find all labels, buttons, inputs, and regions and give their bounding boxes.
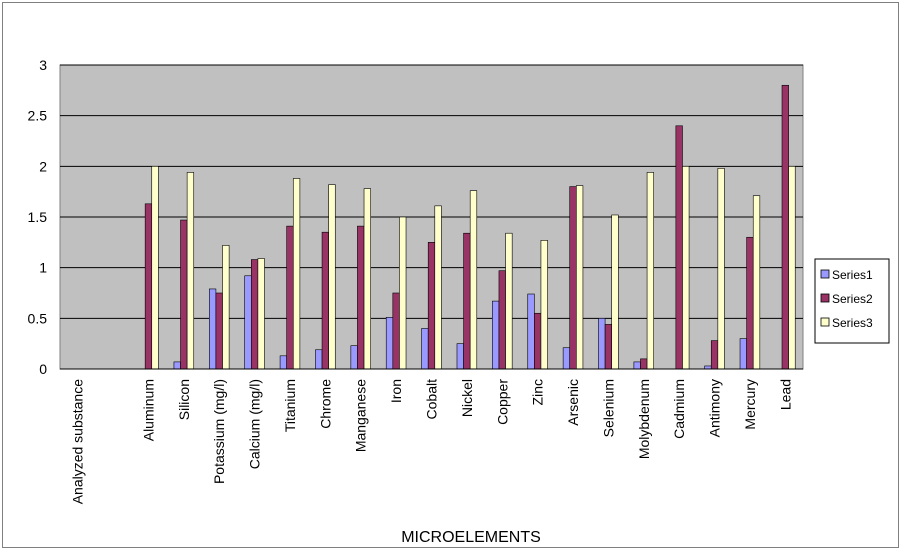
- bar-series2-iron: [392, 292, 400, 370]
- bar-series1-potassium-mg-l: [209, 288, 217, 370]
- x-tick-label: Arsenic: [565, 379, 581, 426]
- bar-series1-iron: [385, 317, 394, 370]
- bar-series3-mercury: [752, 195, 761, 370]
- x-tick-label: Iron: [388, 379, 404, 403]
- x-tick-label: Calcium (mg/l): [247, 379, 263, 469]
- y-tick-label: 0: [39, 361, 47, 377]
- bar-series3-iron: [399, 216, 407, 370]
- x-tick-label: Titanium: [282, 379, 298, 432]
- bar-series1-zinc: [527, 293, 535, 370]
- x-tick-label: Molybdenum: [636, 379, 652, 459]
- y-tick-label: 2: [39, 158, 47, 174]
- bar-series3-chrome: [328, 184, 336, 370]
- bar-series3-copper: [505, 232, 513, 370]
- bar-series3-lead: [788, 166, 796, 370]
- x-tick-label: Silicon: [176, 379, 192, 420]
- y-tick-label: 3: [39, 57, 47, 73]
- legend-label-series1: Series1: [832, 268, 873, 282]
- bar-series3-manganese: [363, 188, 371, 370]
- x-tick-label: Potassium (mg/l): [211, 379, 227, 484]
- bar-series2-silicon: [180, 219, 188, 370]
- bar-series3-antimony: [717, 168, 725, 370]
- bar-series3-nickel: [469, 190, 478, 370]
- y-tick-label: 2.5: [28, 108, 48, 124]
- bar-series2-copper: [498, 270, 506, 370]
- bar-series1-calcium-mg-l: [244, 275, 252, 370]
- bar-series3-aluminum: [151, 166, 159, 370]
- y-tick-label: 1.5: [28, 209, 48, 225]
- bar-series2-manganese: [357, 225, 365, 370]
- y-tick-labels: 0 0.5 1 1.5 2 2.5 3: [28, 57, 48, 377]
- bar-series2-arsenic: [569, 186, 577, 370]
- bar-series1-titanium: [279, 355, 287, 370]
- bar-series3-molybdenum: [646, 172, 654, 370]
- x-tick-label: Aluminum: [140, 379, 156, 441]
- bar-series2-nickel: [463, 232, 471, 370]
- bar-series1-nickel: [456, 343, 464, 370]
- legend-label-series2: Series2: [832, 292, 873, 306]
- bar-series1-silicon: [173, 361, 181, 370]
- x-tick-label: Lead: [777, 379, 793, 410]
- x-tick-label: Mercury: [742, 379, 758, 430]
- legend-swatch-series3: [820, 317, 830, 327]
- bar-series3-arsenic: [576, 185, 584, 370]
- bar-series2-zinc: [534, 312, 542, 370]
- bar-series2-cobalt: [427, 242, 436, 370]
- bar-series2-selenium: [604, 324, 613, 370]
- bar-series1-manganese: [350, 345, 358, 370]
- bar-series3-cobalt: [434, 205, 442, 370]
- x-tick-label: Copper: [494, 379, 510, 425]
- x-tick-label: Cobalt: [424, 379, 440, 420]
- bar-series2-antimony: [710, 340, 719, 370]
- bar-series2-calcium-mg-l: [250, 259, 259, 370]
- bar-series2-cadmium: [675, 125, 683, 370]
- x-tick-label: Cadmium: [671, 379, 687, 439]
- bar-series2-titanium: [286, 225, 294, 370]
- x-tick-label: Zinc: [530, 379, 546, 405]
- x-tick-labels: Analyzed substance Aluminum Silicon Potassi…: [70, 379, 794, 505]
- bar-series2-potassium-mg-l: [215, 292, 223, 370]
- bar-series2-chrome: [321, 231, 329, 370]
- bar-series1-arsenic: [562, 347, 571, 370]
- y-tick-label: 1: [39, 260, 47, 276]
- bar-series1-chrome: [315, 349, 323, 370]
- x-tick-label: Manganese: [353, 379, 369, 452]
- x-axis-title: MICROELEMENTS: [401, 529, 541, 546]
- legend: Series1 Series2 Series3: [814, 258, 890, 344]
- bar-series1-cobalt: [421, 328, 429, 370]
- bar-series2-aluminum: [144, 203, 153, 370]
- legend-label-series3: Series3: [832, 316, 873, 330]
- x-tick-label: Nickel: [459, 379, 475, 417]
- bar-series1-copper: [492, 300, 500, 370]
- bar-series2-lead: [781, 84, 789, 370]
- x-tick-label: Selenium: [600, 379, 616, 437]
- bar-series3-cadmium: [682, 166, 690, 370]
- bar-series1-mercury: [739, 338, 747, 370]
- x-tick-label: Chrome: [317, 379, 333, 429]
- bar-series2-molybdenum: [640, 358, 648, 370]
- legend-swatch-series1: [820, 269, 830, 279]
- bar-series3-potassium-mg-l: [222, 245, 230, 370]
- bar-series2-mercury: [746, 236, 754, 370]
- bar-series3-calcium-mg-l: [257, 258, 265, 370]
- bar-series3-silicon: [186, 172, 195, 370]
- bar-series3-selenium: [611, 214, 619, 370]
- bar-series3-zinc: [540, 240, 548, 370]
- x-tick-label: Antimony: [707, 379, 723, 437]
- legend-swatch-series2: [820, 293, 830, 303]
- x-tick-label: Analyzed substance: [70, 379, 86, 505]
- bar-series3-titanium: [292, 178, 301, 370]
- y-tick-label: 0.5: [28, 310, 48, 326]
- bar-series1-selenium: [598, 318, 606, 370]
- bar-series1-molybdenum: [633, 361, 641, 370]
